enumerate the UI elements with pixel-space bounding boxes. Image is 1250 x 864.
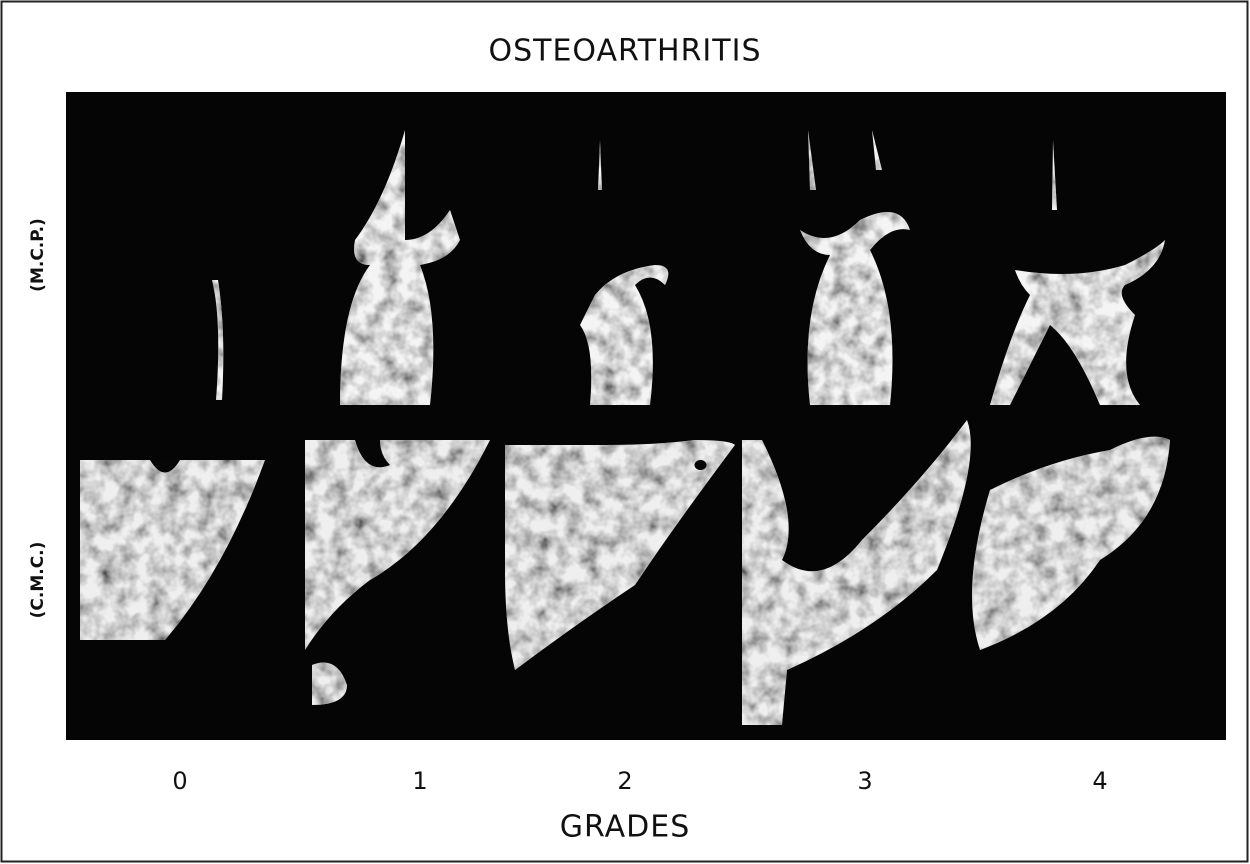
x-label: GRADES	[560, 810, 691, 845]
grade-labels: 0 1 2 3 4	[172, 767, 1107, 795]
bone	[972, 436, 1170, 650]
bone	[305, 440, 490, 705]
grade-label: 2	[617, 767, 632, 795]
grade-label: 4	[1092, 767, 1107, 795]
bone	[990, 240, 1165, 405]
grade-label: 0	[172, 767, 187, 795]
bone	[580, 265, 669, 405]
row-label: (M.C.P.)	[28, 218, 48, 292]
title: OSTEOARTHRITIS	[489, 34, 762, 69]
grade-label: 1	[412, 767, 427, 795]
row-label: (C.M.C.)	[28, 542, 48, 619]
bone	[80, 460, 265, 640]
bone	[212, 280, 224, 400]
bone	[800, 212, 910, 405]
bone	[365, 240, 445, 255]
mcp-row	[212, 130, 1165, 405]
cmc-row	[80, 420, 1170, 725]
xray-panel	[66, 92, 1226, 740]
bone	[340, 130, 460, 405]
bone	[505, 440, 735, 670]
bone	[742, 420, 971, 725]
grade-label: 3	[857, 767, 872, 795]
